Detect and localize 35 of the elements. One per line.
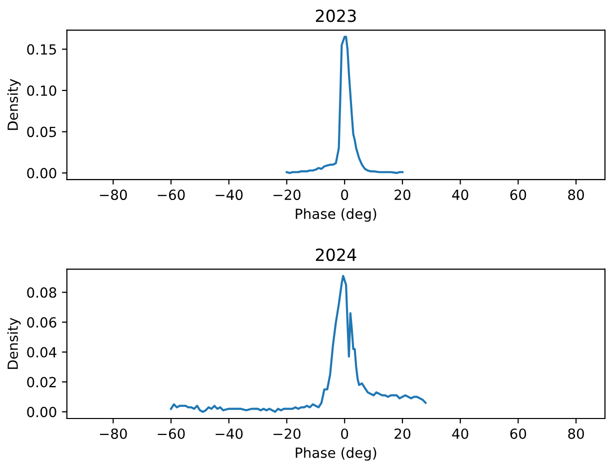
y-tick-label: 0.05 xyxy=(27,126,56,138)
x-tick-label: 80 xyxy=(568,190,584,200)
y-tick-label: 0.02 xyxy=(27,376,56,388)
y-tick-label: 0.06 xyxy=(27,317,56,328)
x-tick-label: 0 xyxy=(341,428,348,439)
chart-title: 2023 xyxy=(316,10,356,22)
x-tick-label: 80 xyxy=(568,428,584,439)
line-series xyxy=(170,274,427,413)
x-tick-label: 40 xyxy=(452,190,468,200)
y-tick-label: 0.04 xyxy=(27,347,56,358)
y-axis-title: Density xyxy=(7,318,21,369)
x-tick-label: 60 xyxy=(510,428,526,439)
x-tick-label: −40 xyxy=(216,190,243,200)
y-tick-label: 0.10 xyxy=(27,85,56,96)
x-tick-label: 0 xyxy=(341,190,348,200)
x-axis-title: Phase (deg) xyxy=(296,447,376,461)
x-tick-label: −20 xyxy=(274,428,300,439)
line-series xyxy=(286,36,404,174)
y-tick-label: 0.00 xyxy=(27,406,56,418)
x-tick-label: −60 xyxy=(158,428,185,439)
x-tick-label: −20 xyxy=(274,190,300,200)
y-tick-label: 0.08 xyxy=(27,287,56,298)
x-tick-label: 60 xyxy=(510,190,526,200)
x-tick-label: 20 xyxy=(394,428,410,439)
y-axis-title: Density xyxy=(7,78,21,130)
x-axis-title: Phase (deg) xyxy=(296,208,376,222)
y-tick-label: 0.00 xyxy=(27,168,56,178)
chart-title: 2024 xyxy=(316,248,356,262)
x-tick-label: −80 xyxy=(100,428,127,439)
y-tick-label: 0.15 xyxy=(27,44,56,55)
x-tick-label: −80 xyxy=(100,190,127,200)
x-tick-label: 40 xyxy=(452,428,468,439)
x-tick-label: −60 xyxy=(158,190,185,200)
x-tick-label: 20 xyxy=(394,190,410,200)
x-tick-label: −40 xyxy=(216,428,243,439)
